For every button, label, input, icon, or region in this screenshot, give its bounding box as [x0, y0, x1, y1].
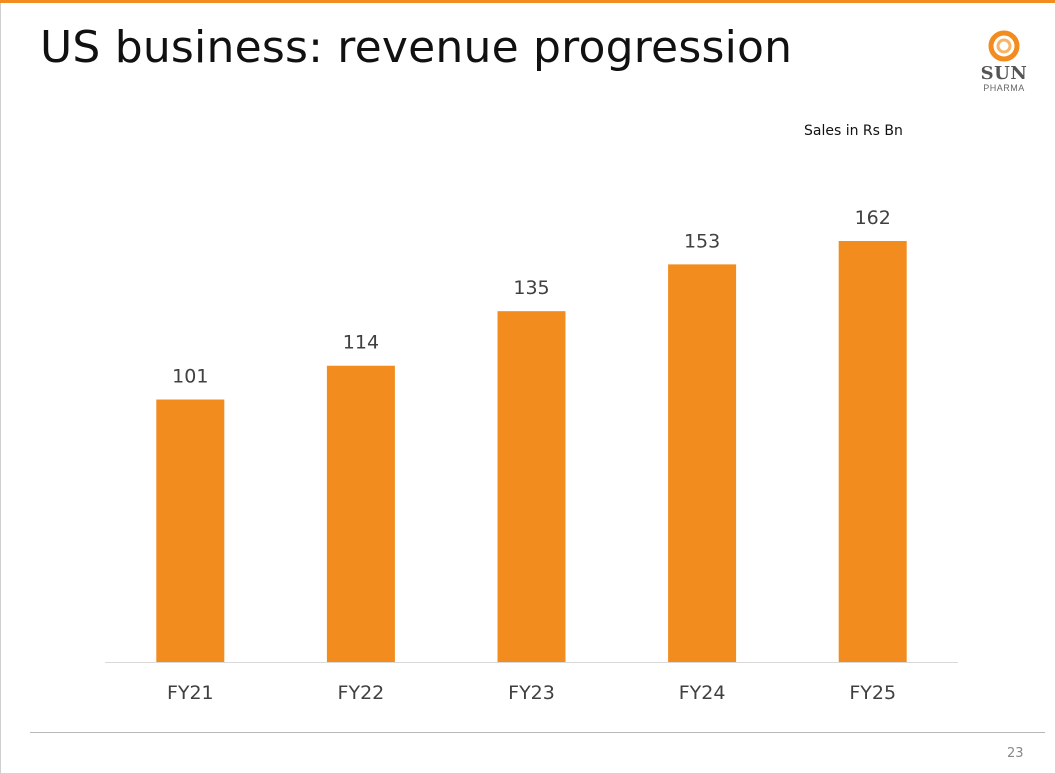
data-label-fy24: 153: [684, 230, 720, 252]
page-number: 23: [1007, 746, 1024, 761]
bar-fy21: [156, 399, 225, 662]
x-tick-label-fy25: FY25: [849, 682, 896, 704]
data-label-fy22: 114: [343, 332, 379, 354]
x-tick-label-fy21: FY21: [167, 682, 214, 704]
bar-fy22: [326, 365, 395, 662]
x-tick-label-fy22: FY22: [338, 682, 385, 704]
data-label-fy25: 162: [855, 207, 891, 229]
bar-fy24: [668, 264, 737, 662]
units-note: Sales in Rs Bn: [804, 123, 903, 139]
sun-logo-icon: [988, 30, 1020, 62]
x-tick-label-fy23: FY23: [508, 682, 555, 704]
logo-wordmark: SUN: [980, 63, 1028, 84]
left-edge-rule: [0, 3, 1, 773]
data-label-fy21: 101: [172, 366, 208, 388]
data-label-fy23: 135: [513, 277, 549, 299]
bar-fy23: [497, 311, 566, 662]
top-accent-rule: [0, 0, 1055, 3]
x-tick-label-fy24: FY24: [679, 682, 726, 704]
slide-title: US business: revenue progression: [40, 22, 793, 73]
bar-fy25: [838, 241, 907, 662]
logo-subtext: PHARMA: [983, 83, 1025, 93]
footer-rule: [30, 732, 1045, 733]
sun-pharma-logo: SUN PHARMA: [976, 30, 1032, 96]
